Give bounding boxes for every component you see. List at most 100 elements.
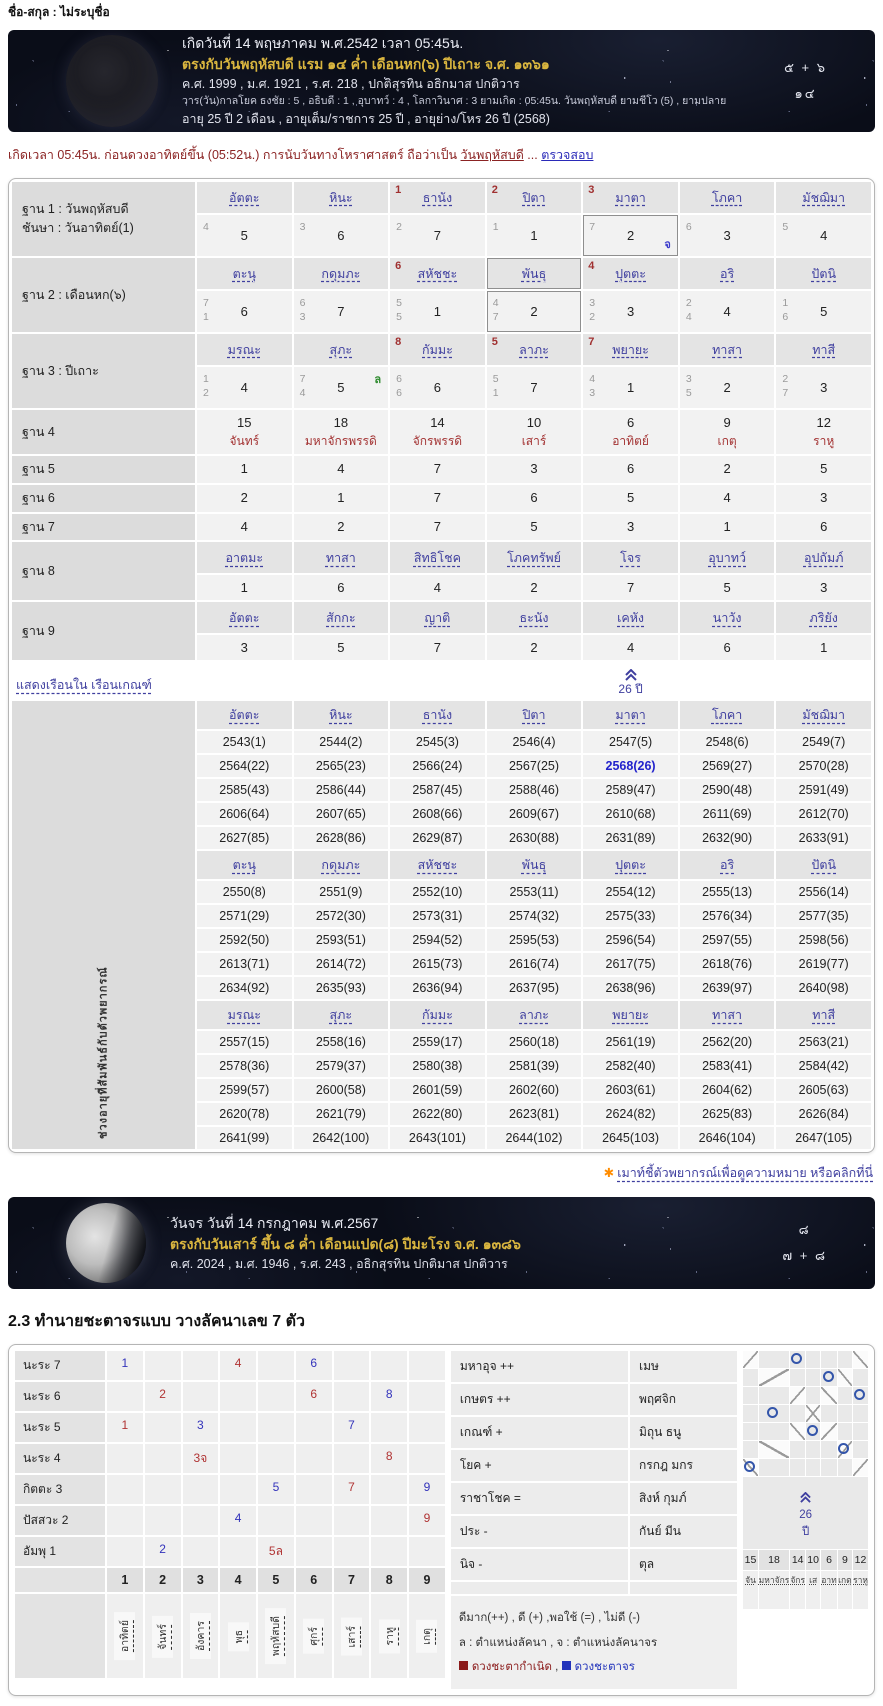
term-link[interactable]: ปัตนิ — [811, 267, 836, 281]
term-link[interactable]: ปิตา — [522, 708, 546, 723]
term-link[interactable]: สุภะ — [329, 343, 353, 357]
term-link[interactable]: อุบาทว์ — [708, 551, 746, 566]
term-link[interactable]: มรณะ — [227, 343, 261, 357]
legend-block: ดีมาก(++) , ดี (+) ,พอใช้ (=) , ไม่ดี (-… — [450, 1596, 738, 1689]
term-link[interactable]: มรณะ — [227, 1008, 261, 1023]
term-link[interactable]: ปุตตะ — [615, 267, 646, 281]
term-link[interactable]: อาตมะ — [225, 551, 264, 566]
planet-link[interactable]: เกตุ — [416, 1620, 438, 1653]
diagram-name-link[interactable]: เส — [806, 1571, 821, 1610]
transit-cell — [182, 1382, 219, 1412]
year-cell: 2644(102) — [486, 1127, 582, 1150]
term-link[interactable]: อริ — [720, 858, 735, 873]
term-link[interactable]: ญาติ — [424, 611, 451, 626]
meaning-help-link[interactable]: เมาท์ชี้ตัวพยากรณ์เพื่อดูความหมาย หรือคล… — [617, 1166, 873, 1181]
year-cell: 2550(8) — [197, 881, 292, 904]
term-link[interactable]: กัมมะ — [422, 1008, 453, 1023]
planet-link[interactable]: เสาร์ — [340, 1617, 362, 1656]
term-link[interactable]: โจร — [620, 551, 641, 566]
term-link[interactable]: สหัชชะ — [417, 267, 458, 281]
planet-link[interactable]: ศุกร์ — [303, 1619, 325, 1654]
term-link[interactable]: พันธุ — [521, 858, 547, 873]
term-link[interactable]: พันธุ — [521, 267, 547, 281]
term-link[interactable]: โภคา — [711, 191, 743, 205]
transit-cell — [295, 1444, 332, 1474]
term-link[interactable]: อัตตะ — [229, 611, 260, 626]
term-link[interactable]: ทาสา — [712, 343, 743, 357]
planet-link[interactable]: พฤหัสบดี — [265, 1608, 287, 1665]
side-numbers: 7 — [589, 221, 596, 233]
term-link[interactable]: ปุตตะ — [615, 858, 646, 873]
diagram-cell — [743, 1369, 758, 1387]
planet-link[interactable]: พุธ — [227, 1621, 249, 1652]
year-cell: 2580(38) — [390, 1055, 485, 1078]
term-link[interactable]: ทาสี — [812, 1008, 836, 1023]
term-link[interactable]: อริ — [720, 267, 735, 281]
term-link[interactable]: หินะ — [329, 191, 353, 205]
planet-link[interactable]: อาทิตย์ — [114, 1612, 136, 1661]
diagram-name-link[interactable]: ราหู — [853, 1571, 868, 1610]
term-link[interactable]: พยายะ — [612, 343, 649, 357]
term-link[interactable]: ทาสี — [812, 343, 836, 357]
term-link[interactable]: กดุมภะ — [321, 858, 361, 873]
term-link[interactable]: หินะ — [329, 708, 353, 723]
term-link[interactable]: อัตตะ — [229, 708, 260, 723]
term-link[interactable]: ภริยัง — [809, 611, 838, 626]
current-year-marker[interactable]: 26 ปี — [583, 667, 678, 697]
term-link[interactable]: โภคทรัพย์ — [507, 551, 561, 566]
planet-number: 18 — [333, 415, 349, 430]
term-link[interactable]: ลาภะ — [519, 343, 549, 357]
term-link[interactable]: ธะนัง — [519, 611, 549, 626]
term-link[interactable]: อุปถัมภ์ — [803, 551, 844, 566]
term-link[interactable]: มาตา — [615, 708, 646, 723]
term-link[interactable]: กดุมภะ — [321, 267, 361, 281]
astro-day-link[interactable]: วันพฤหัสบดี — [460, 148, 524, 162]
diagram-diagonal-cell — [837, 1369, 853, 1387]
term-link[interactable]: ธานัง — [422, 708, 453, 723]
term-link[interactable]: มาตา — [615, 191, 646, 205]
term-link[interactable]: ธานัง — [422, 191, 453, 205]
term-link[interactable]: โภคา — [711, 708, 743, 723]
transit-cell: 3จ — [182, 1444, 219, 1474]
house-term-cell: โภคทรัพย์ — [486, 542, 582, 574]
verify-link[interactable]: ตรวจสอบ — [541, 148, 594, 162]
term-link[interactable]: กัมมะ — [422, 343, 453, 357]
planet-link[interactable]: ราหู — [378, 1619, 400, 1654]
term-link[interactable]: ลาภะ — [519, 1008, 549, 1023]
planet-link[interactable]: จันทร์ — [152, 1615, 174, 1658]
term-link[interactable]: ทาสา — [325, 551, 356, 566]
term-link[interactable]: ทาสา — [712, 1008, 743, 1023]
circle-marker-icon — [744, 1461, 755, 1473]
show-houses-link[interactable]: แสดงเรือนใน เรือนเกณฑ์ — [16, 678, 152, 693]
term-link[interactable]: ตะนุ — [232, 858, 256, 873]
year-cell: 2552(10) — [390, 881, 485, 904]
transit-cell — [107, 1382, 143, 1412]
year-cell: 2635(93) — [293, 977, 389, 1000]
term-link[interactable]: สักกะ — [326, 611, 356, 626]
house-number-badge: 2 — [491, 184, 498, 196]
term-link[interactable]: ปัตนิ — [811, 858, 836, 873]
term-link[interactable]: ปิตา — [522, 191, 546, 205]
house-value-cell: 4 — [390, 575, 485, 601]
term-link[interactable]: อัตตะ — [229, 191, 260, 205]
house-term-cell: 7 พยายะ — [583, 334, 678, 365]
years-term-cell: มรณะ — [197, 1001, 292, 1030]
term-link[interactable]: สหัชชะ — [417, 858, 458, 873]
year-cell: 2575(33) — [583, 905, 678, 928]
term-link[interactable]: สิทธิโชค — [413, 551, 461, 566]
diagram-name-link[interactable]: มหาจักร — [758, 1571, 790, 1610]
term-link[interactable]: เคหัง — [617, 611, 645, 626]
diagram-name-link[interactable]: เกตุ — [837, 1571, 853, 1610]
diagram-name-link[interactable]: จัน — [743, 1571, 758, 1610]
planet-link[interactable]: อังคาร — [189, 1613, 211, 1660]
diagram-diagonal-cell — [758, 1441, 790, 1459]
term-link[interactable]: มัชฌิมา — [802, 191, 846, 205]
term-link[interactable]: นาวัง — [712, 611, 742, 626]
diagram-name-link[interactable]: จักร — [790, 1571, 806, 1610]
diagram-year-marker[interactable]: 26 ปี — [743, 1477, 868, 1550]
term-link[interactable]: ตะนุ — [232, 267, 256, 281]
term-link[interactable]: พยายะ — [612, 1008, 649, 1023]
term-link[interactable]: มัชฌิมา — [802, 708, 846, 723]
term-link[interactable]: สุภะ — [329, 1008, 353, 1023]
diagram-name-link[interactable]: อาท — [821, 1571, 837, 1610]
